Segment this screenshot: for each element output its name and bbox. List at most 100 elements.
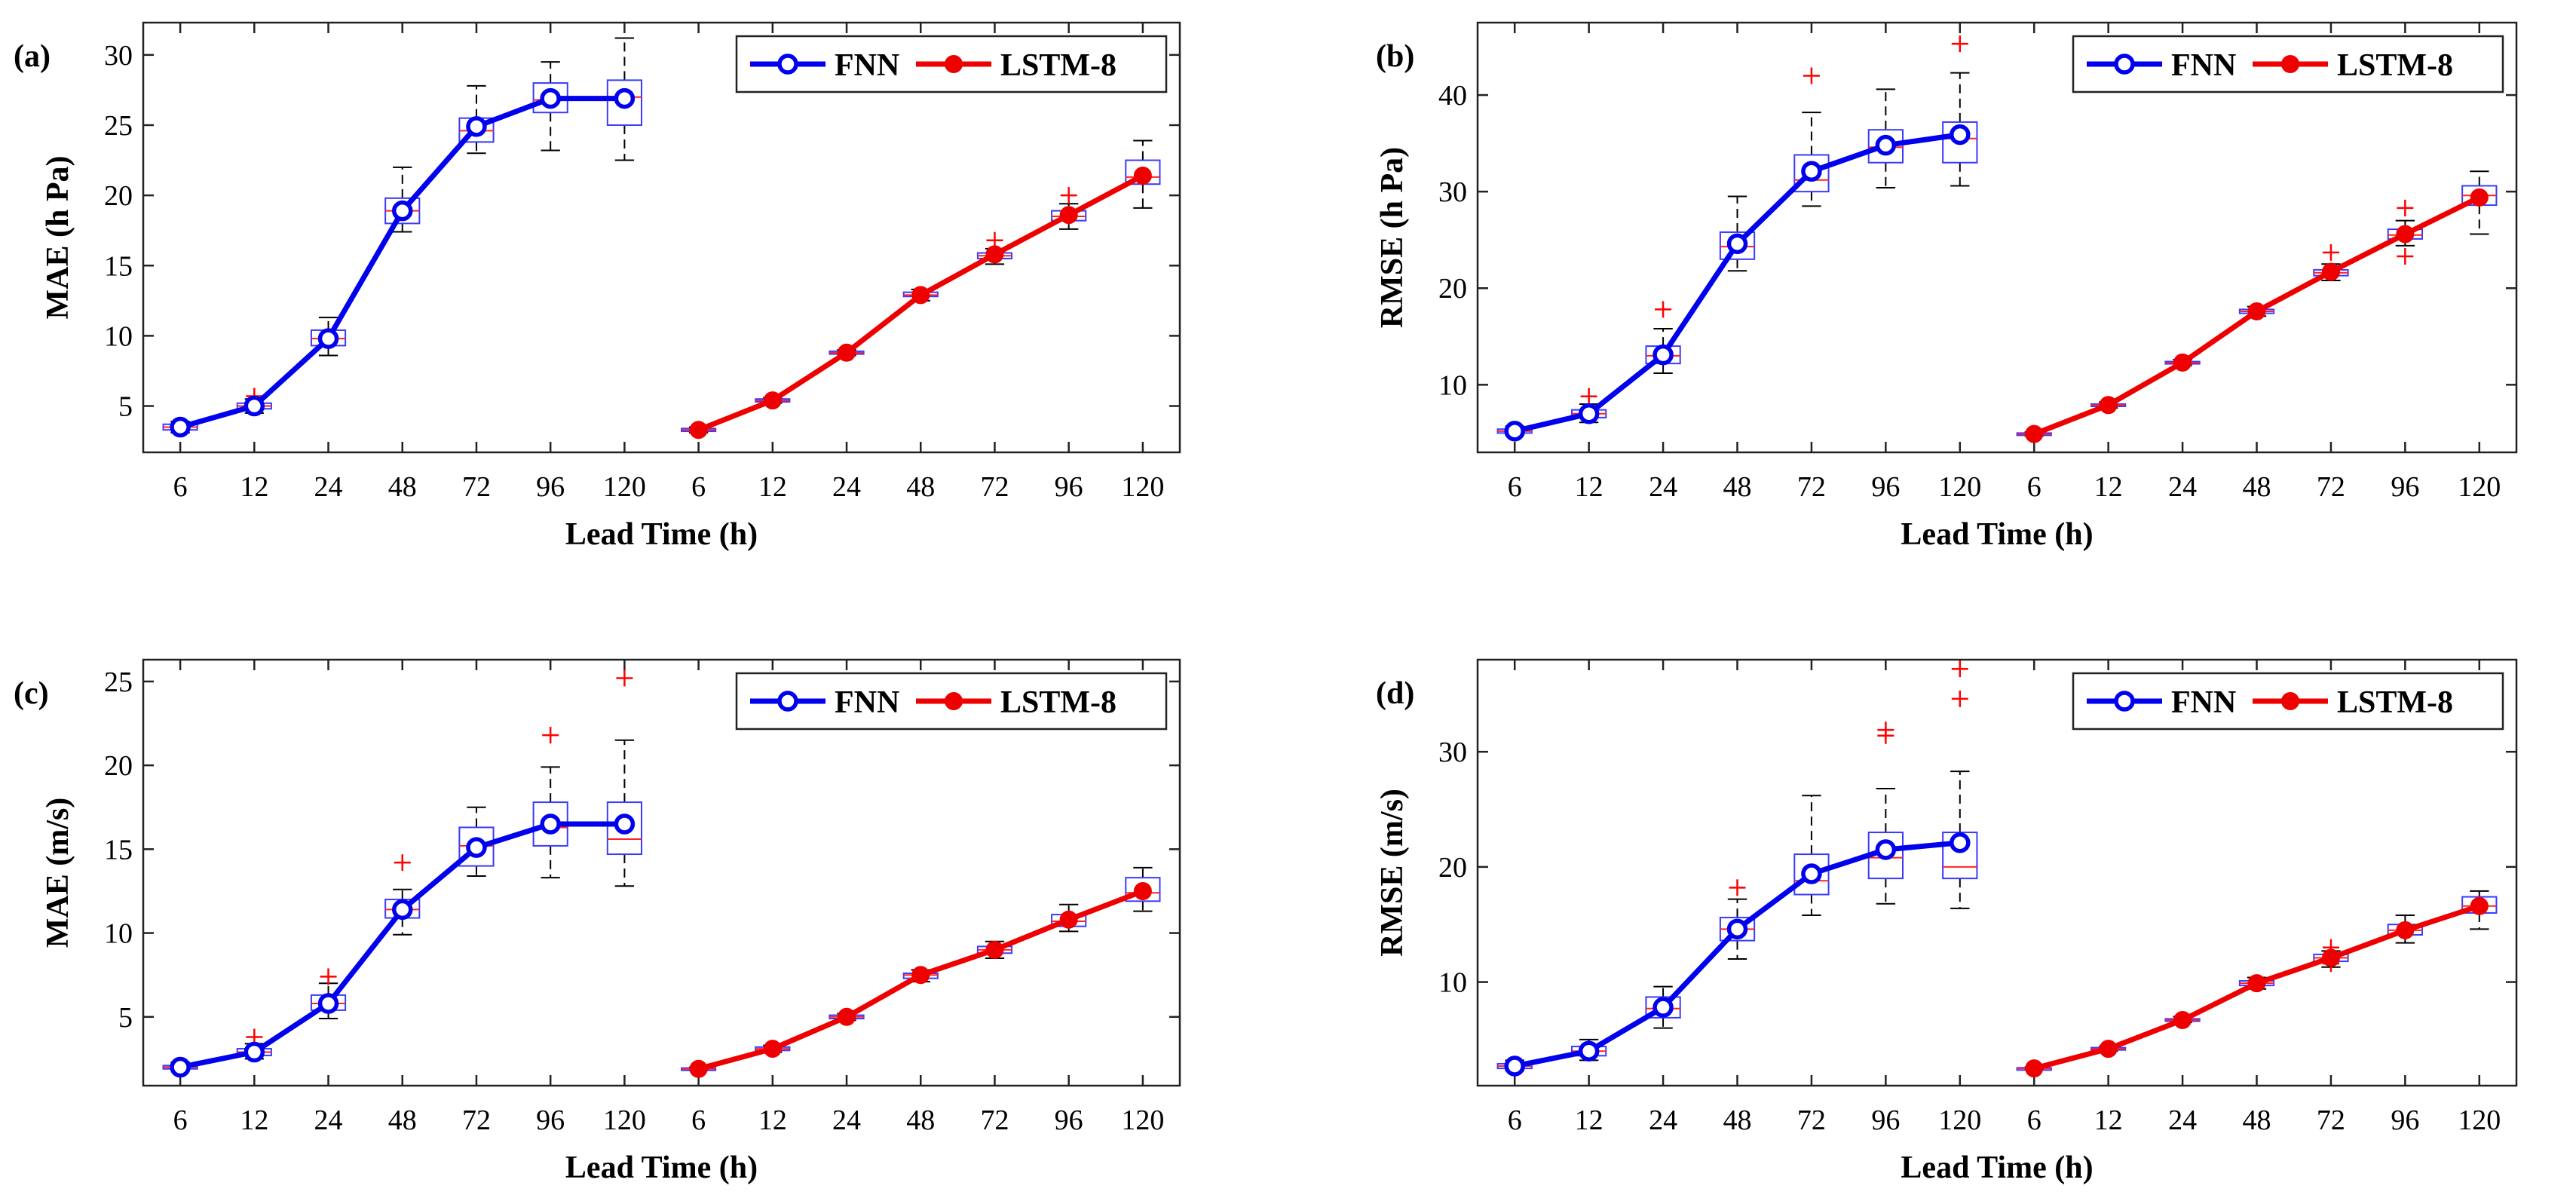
x-tick-label: 120: [603, 471, 646, 503]
data-point-lstm8: [1133, 167, 1152, 185]
x-tick-label: 72: [1797, 1104, 1826, 1136]
x-tick-label: 96: [2391, 471, 2419, 503]
x-tick-label: 72: [980, 1104, 1009, 1136]
outlier-marker: [1729, 879, 1746, 896]
data-point-fnn: [170, 1056, 191, 1078]
data-point-lstm8: [2025, 424, 2044, 443]
outlier-marker: [616, 669, 633, 687]
x-tick-label: 96: [1055, 1104, 1083, 1136]
data-point-lstm8: [2396, 225, 2415, 244]
x-axis-title: Lead Time (h): [1901, 1150, 2093, 1185]
panel-label: (b): [1376, 39, 1414, 74]
y-tick-label: 30: [1438, 737, 1467, 768]
x-tick-label: 96: [2391, 1104, 2419, 1136]
data-point-fnn: [317, 993, 339, 1014]
data-point-lstm8: [1059, 206, 1078, 225]
panel-c: 5 10 15 20 25 6 12 24 48 72 96 120 6 12 24 48 72 96 120 Lea…: [14, 658, 1181, 1185]
data-point-lstm8: [1133, 881, 1152, 900]
legend: FNN LSTM-8: [735, 672, 1168, 731]
legend-label-lstm8: LSTM-8: [2337, 48, 2453, 83]
data-point-lstm8: [763, 1040, 782, 1059]
box-iqr: [1719, 231, 1756, 260]
outlier-marker: [1655, 301, 1672, 318]
data-point-lstm8: [2247, 974, 2266, 993]
legend-label-lstm8: LSTM-8: [2337, 685, 2453, 720]
y-tick-label: 25: [104, 666, 133, 698]
outlier-marker: [1803, 67, 1820, 84]
data-point-lstm8: [763, 391, 782, 410]
y-tick-label: 25: [104, 110, 133, 142]
data-point-lstm8: [2321, 262, 2340, 281]
y-tick-label: 10: [104, 918, 133, 950]
x-tick-label: 72: [462, 471, 491, 503]
data-point-fnn: [170, 416, 191, 438]
x-tick-label: 72: [462, 1104, 491, 1136]
y-tick-label: 5: [118, 391, 133, 423]
x-tick-label: 48: [1723, 1104, 1752, 1136]
legend: FNN LSTM-8: [2072, 35, 2504, 93]
data-point-fnn: [1504, 421, 1525, 442]
legend-label-fnn: FNN: [835, 685, 899, 720]
legend-marker-lstm8: [2281, 55, 2299, 73]
outlier-marker: [1951, 35, 1968, 53]
data-point-lstm8: [985, 245, 1004, 264]
legend: FNN LSTM-8: [735, 35, 1168, 93]
data-point-lstm8: [911, 966, 930, 985]
legend-label-fnn: FNN: [2171, 685, 2236, 720]
x-tick-label: 120: [1938, 1104, 1981, 1136]
x-tick-label: 48: [2243, 471, 2271, 503]
legend-label-lstm8: LSTM-8: [1000, 685, 1116, 720]
x-tick-label: 12: [1575, 1104, 1603, 1136]
x-tick-label: 48: [2243, 1104, 2271, 1136]
x-tick-label: 24: [832, 471, 861, 503]
x-tick-label: 96: [1871, 471, 1900, 503]
panel-a: 5 10 15 20 25 30 6 12 24 48 72 96 120 6 12 24 48 72 96 120 L…: [14, 21, 1181, 552]
x-tick-label: 24: [314, 471, 343, 503]
data-point-fnn: [540, 87, 561, 109]
x-tick-label: 96: [1055, 471, 1083, 503]
data-point-lstm8: [2247, 302, 2266, 320]
box-iqr: [1942, 121, 1978, 164]
x-axis-title: Lead Time (h): [565, 517, 758, 552]
y-tick-label: 20: [104, 750, 133, 782]
data-point-fnn: [1652, 997, 1674, 1018]
data-point-lstm8: [2396, 921, 2415, 939]
y-tick-label: 30: [1438, 176, 1467, 208]
x-tick-label: 96: [536, 471, 565, 503]
x-tick-label: 48: [1723, 471, 1752, 503]
outlier-marker: [1060, 187, 1077, 204]
axes-frame: [142, 658, 1181, 1087]
data-point-fnn: [1875, 839, 1897, 860]
boxplot: [1942, 660, 1978, 909]
data-point-fnn: [1652, 344, 1674, 366]
data-point-fnn: [614, 813, 636, 835]
legend-label-fnn: FNN: [2171, 48, 2236, 83]
boxplot: [532, 727, 568, 879]
boxplot: [1867, 722, 1904, 905]
x-tick-label: 48: [906, 1104, 935, 1136]
data-point-lstm8: [1059, 910, 1078, 929]
boxplot: [1793, 67, 1830, 207]
boxplot: [606, 669, 642, 887]
x-tick-label: 48: [388, 1104, 417, 1136]
legend-label-lstm8: LSTM-8: [1000, 48, 1116, 83]
y-tick-label: 15: [104, 250, 133, 282]
x-tick-label: 72: [2317, 471, 2345, 503]
x-tick-label: 48: [906, 471, 935, 503]
legend-marker-fnn: [777, 691, 798, 712]
x-tick-label: 6: [173, 471, 188, 503]
x-tick-label: 6: [2027, 471, 2042, 503]
x-tick-label: 24: [1649, 471, 1677, 503]
series-line-fnn: [179, 96, 625, 430]
x-tick-label: 6: [1508, 1104, 1522, 1136]
box-iqr: [1793, 853, 1830, 896]
y-axis-title: MAE (m/s): [41, 798, 75, 948]
axes-frame: [142, 21, 1181, 454]
x-tick-label: 6: [173, 1104, 188, 1136]
data-point-lstm8: [838, 343, 856, 362]
data-point-lstm8: [2099, 1040, 2118, 1059]
legend-marker-fnn: [777, 54, 798, 75]
data-point-lstm8: [2025, 1059, 2044, 1078]
x-tick-label: 12: [240, 1104, 268, 1136]
panel-d: 10 20 30 6 12 24 48 72 96 120 6 12 24 48 72 96 120 Lead T…: [1375, 658, 2518, 1185]
